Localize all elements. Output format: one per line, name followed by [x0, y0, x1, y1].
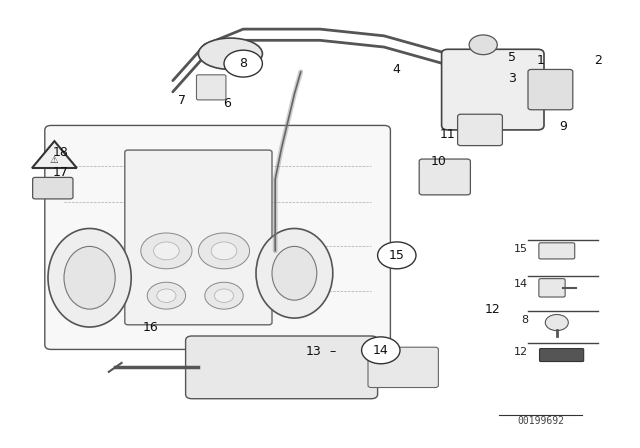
Text: 15: 15: [389, 249, 404, 262]
Ellipse shape: [64, 246, 115, 309]
Circle shape: [378, 242, 416, 269]
Polygon shape: [32, 141, 77, 168]
Text: 00199692: 00199692: [517, 417, 564, 426]
Ellipse shape: [272, 246, 317, 300]
Text: –: –: [330, 345, 336, 358]
Text: 8: 8: [521, 315, 528, 325]
Text: 9: 9: [559, 120, 567, 133]
Text: 4: 4: [393, 63, 401, 76]
Circle shape: [205, 282, 243, 309]
FancyBboxPatch shape: [539, 243, 575, 259]
Circle shape: [469, 35, 497, 55]
FancyBboxPatch shape: [458, 114, 502, 146]
Text: 13: 13: [306, 345, 321, 358]
Ellipse shape: [48, 228, 131, 327]
Ellipse shape: [198, 38, 262, 69]
FancyBboxPatch shape: [528, 69, 573, 110]
Text: 16: 16: [143, 320, 158, 334]
FancyBboxPatch shape: [419, 159, 470, 195]
Text: 6: 6: [223, 96, 231, 110]
Circle shape: [224, 50, 262, 77]
Text: 2: 2: [595, 54, 602, 67]
FancyBboxPatch shape: [33, 177, 73, 199]
Text: 14: 14: [514, 280, 528, 289]
FancyBboxPatch shape: [196, 75, 226, 100]
Text: 3: 3: [508, 72, 516, 85]
FancyBboxPatch shape: [540, 349, 584, 362]
Circle shape: [154, 242, 179, 260]
Text: 12: 12: [485, 302, 500, 316]
FancyBboxPatch shape: [539, 279, 565, 297]
Text: 18: 18: [53, 146, 68, 159]
Circle shape: [147, 282, 186, 309]
Circle shape: [545, 314, 568, 331]
Circle shape: [211, 242, 237, 260]
Text: 7: 7: [179, 94, 186, 108]
FancyBboxPatch shape: [125, 150, 272, 325]
Text: 8: 8: [239, 57, 247, 70]
FancyBboxPatch shape: [45, 125, 390, 349]
Text: 15: 15: [514, 244, 528, 254]
FancyBboxPatch shape: [442, 49, 544, 130]
Circle shape: [362, 337, 400, 364]
FancyBboxPatch shape: [368, 347, 438, 388]
FancyBboxPatch shape: [186, 336, 378, 399]
Text: ⚠: ⚠: [50, 155, 59, 165]
Circle shape: [141, 233, 192, 269]
Circle shape: [214, 289, 234, 302]
Text: 5: 5: [508, 51, 516, 64]
Text: 17: 17: [53, 166, 68, 179]
Text: 14: 14: [373, 344, 388, 357]
Circle shape: [198, 233, 250, 269]
Text: 10: 10: [431, 155, 446, 168]
Text: 1: 1: [537, 54, 545, 67]
Text: 11: 11: [440, 128, 456, 141]
Ellipse shape: [256, 228, 333, 318]
Text: 12: 12: [514, 347, 528, 357]
Circle shape: [157, 289, 176, 302]
